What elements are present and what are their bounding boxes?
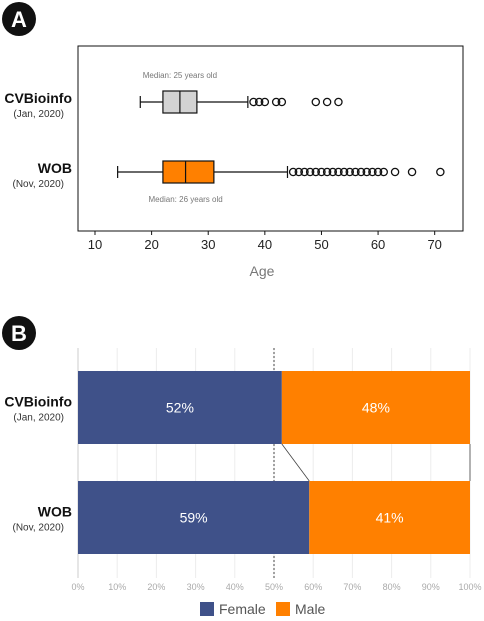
boxplot-outlier	[277, 97, 287, 107]
boxplot-outlier	[288, 167, 298, 177]
boxplot-x-tick-label: 40	[258, 237, 272, 252]
bar-chart-x-tick-label: 30%	[187, 582, 205, 592]
boxplot-outlier	[322, 97, 332, 107]
bar-chart-x-tick-label: 90%	[422, 582, 440, 592]
boxplot-group-subtitle: (Jan, 2020)	[13, 109, 64, 120]
boxplot-x-tick-label: 20	[144, 237, 158, 252]
boxplot-group-name: WOB	[38, 160, 72, 176]
bar-chart-x-tick-label: 100%	[458, 582, 481, 592]
boxplot-outlier	[436, 167, 445, 177]
panel-b-letter: B	[11, 321, 27, 346]
boxplot-outlier	[345, 167, 355, 177]
boxplot-frame	[77, 45, 464, 232]
boxplot-x-tick-label: 30	[201, 237, 215, 252]
boxplot-group-name: CVBioinfo	[4, 90, 72, 106]
boxplot-group: CVBioinfo (Jan, 2020) Median: 25 years old	[4, 71, 343, 120]
boxplot-group-subtitle: (Nov, 2020)	[12, 179, 64, 190]
boxplot-median-annotation: Median: 26 years old	[148, 195, 222, 204]
bar-chart-x-tick-label: 80%	[383, 582, 401, 592]
boxplot-x-tick-label: 50	[314, 237, 328, 252]
boxplot-outlier	[339, 167, 349, 177]
boxplot-outlier	[311, 97, 321, 107]
bar-chart-x-axis: 0% 10% 20% 30% 40% 50% 60% 70% 80% 90% 100%	[71, 582, 481, 592]
boxplot-outlier	[356, 167, 366, 177]
bar-label-female: 59%	[180, 510, 208, 526]
boxplot-outlier	[317, 167, 326, 177]
bar-segment-male	[281, 371, 470, 444]
boxplot-outlier	[294, 167, 304, 177]
boxplot-outlier	[351, 167, 360, 177]
bar-connector-line	[281, 443, 310, 482]
boxplot-outlier	[379, 167, 388, 177]
boxplot-x-tick-label: 60	[371, 237, 385, 252]
bar-category-subtitle: (Jan, 2020)	[13, 413, 64, 424]
legend-swatch	[200, 602, 214, 616]
panel-a-badge: A	[2, 2, 36, 36]
bar-chart-x-tick-label: 20%	[147, 582, 165, 592]
bar-chart-row: 52% 48% CVBioinfo (Jan, 2020)	[4, 371, 470, 444]
boxplot-outlier	[305, 167, 315, 177]
boxplot-outlier	[249, 97, 258, 107]
bar-chart-legend: Female Male	[200, 601, 326, 617]
boxplot-outlier	[271, 97, 281, 107]
bar-chart-x-tick-label: 60%	[304, 582, 322, 592]
bar-category-subtitle: (Nov, 2020)	[12, 523, 64, 534]
boxplot-outlier	[373, 167, 383, 177]
boxplot-box	[162, 160, 215, 184]
boxplot-groups: CVBioinfo (Jan, 2020) Median: 25 years old…	[4, 71, 445, 204]
boxplot-outlier	[322, 167, 332, 177]
boxplot-outlier	[328, 167, 338, 177]
boxplot-chart: 10 20 30 40 50 60 70 CVBioinfo (Jan, 2020) Media…	[4, 45, 464, 279]
boxplot-x-tick-label: 70	[427, 237, 441, 252]
boxplot-outlier	[334, 167, 343, 177]
bar-label-female: 52%	[166, 400, 194, 416]
boxplot-group: WOB (Nov, 2020) Median: 26 years old	[12, 160, 445, 204]
bar-segment-female	[78, 371, 282, 444]
legend-item: Male	[276, 601, 326, 617]
boxplot-outlier	[390, 167, 400, 177]
boxplot-x-axis-title: Age	[250, 263, 275, 279]
bar-category-name: WOB	[38, 504, 72, 520]
boxplot-outlier	[407, 167, 417, 177]
boxplot-x-tick-label: 10	[88, 237, 102, 252]
bar-segment-female	[78, 481, 310, 554]
bar-chart-x-tick-label: 70%	[343, 582, 361, 592]
bar-category-name: CVBioinfo	[4, 394, 72, 410]
bar-label-male: 48%	[362, 400, 390, 416]
stacked-bar-chart: 52% 48% CVBioinfo (Jan, 2020) 59% 41% WOB (Nov,…	[4, 348, 482, 617]
boxplot-outlier	[260, 97, 270, 107]
boxplot-x-axis: 10 20 30 40 50 60 70	[88, 231, 442, 252]
bar-chart-row: 59% 41% WOB (Nov, 2020)	[12, 481, 470, 554]
bar-chart-x-tick-label: 0%	[71, 582, 84, 592]
bar-chart-x-tick-label: 50%	[265, 582, 283, 592]
bar-chart-bars: 52% 48% CVBioinfo (Jan, 2020) 59% 41% WOB (Nov,…	[4, 371, 471, 554]
boxplot-outlier	[311, 167, 321, 177]
boxplot-median-annotation: Median: 25 years old	[143, 71, 217, 80]
bar-segment-male	[309, 481, 470, 554]
panel-a-letter: A	[11, 7, 27, 32]
bar-chart-x-tick-label: 40%	[226, 582, 244, 592]
legend-item: Female	[200, 601, 266, 617]
panel-b-badge: B	[2, 316, 36, 350]
legend-label: Female	[219, 601, 266, 617]
legend-label: Male	[295, 601, 326, 617]
boxplot-outlier	[368, 167, 377, 177]
boxplot-outlier	[254, 97, 264, 107]
bar-chart-x-tick-label: 10%	[108, 582, 126, 592]
boxplot-outlier	[334, 97, 343, 107]
bar-label-male: 41%	[376, 510, 404, 526]
legend-swatch	[276, 602, 290, 616]
boxplot-outlier	[362, 167, 371, 177]
boxplot-outlier	[300, 167, 309, 177]
